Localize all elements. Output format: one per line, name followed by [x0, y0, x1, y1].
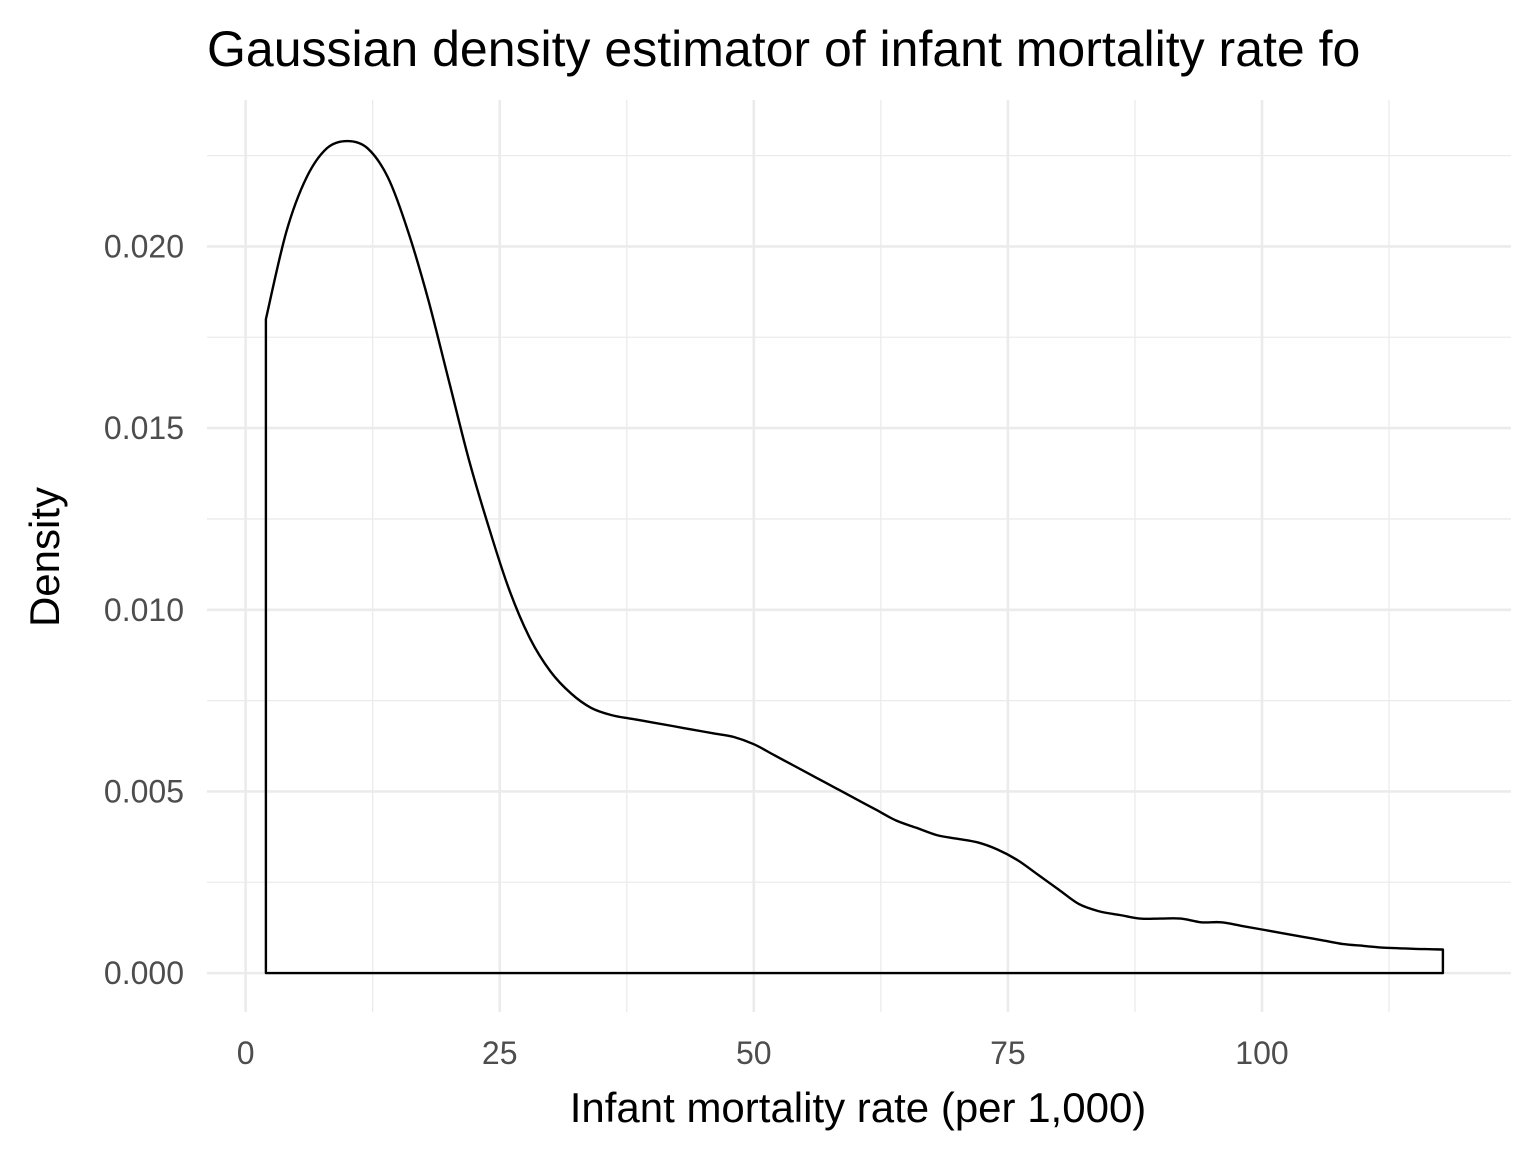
y-axis-title: Density [21, 487, 68, 627]
x-axis-title: Infant mortality rate (per 1,000) [570, 1084, 1147, 1131]
y-tick-label: 0.020 [104, 228, 184, 264]
density-curve [264, 139, 1445, 975]
x-tick-label: 50 [736, 1035, 772, 1071]
x-tick-label: 25 [482, 1035, 518, 1071]
x-tick-label: 100 [1235, 1035, 1288, 1071]
y-tick-label: 0.010 [104, 592, 184, 628]
x-tick-label: 75 [990, 1035, 1026, 1071]
y-tick-label: 0.000 [104, 955, 184, 991]
x-tick-label: 0 [237, 1035, 255, 1071]
y-tick-label: 0.005 [104, 773, 184, 809]
x-axis-tick-labels: 0 25 50 75 100 [237, 1035, 1289, 1071]
minor-gridlines [207, 100, 1511, 1012]
y-axis-tick-labels: 0.000 0.005 0.010 0.015 0.020 [104, 228, 184, 991]
chart-title: Gaussian density estimator of infant mor… [207, 21, 1360, 77]
major-gridlines [207, 100, 1511, 1012]
y-tick-label: 0.015 [104, 410, 184, 446]
